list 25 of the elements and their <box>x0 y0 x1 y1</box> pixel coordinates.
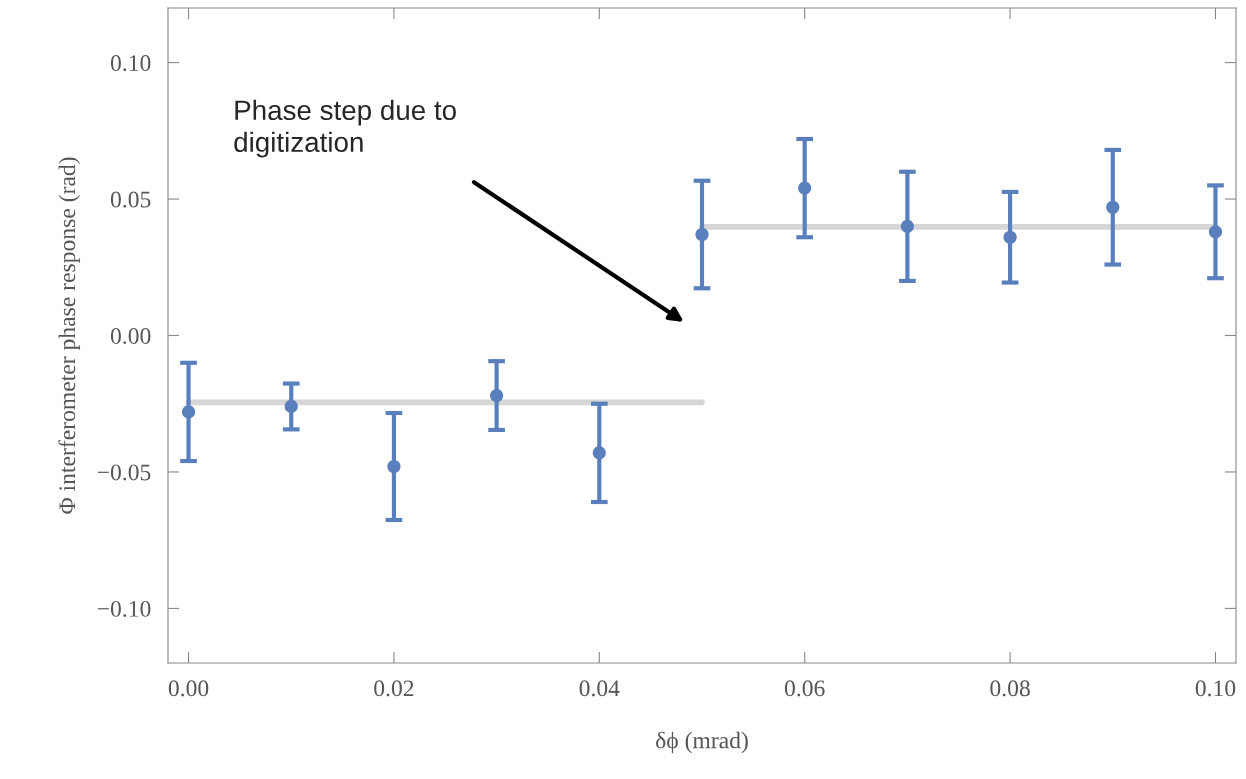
y-axis-title: Φ interferometer phase response (rad) <box>58 157 81 514</box>
x-tick-label: 0.02 <box>374 680 414 697</box>
point <box>284 399 298 414</box>
x-axis-title: δϕ (mrad) <box>656 731 748 754</box>
point <box>900 219 914 233</box>
point <box>1208 225 1223 239</box>
y-tick-label: 0.10 <box>110 55 151 72</box>
x-tick-label: 0.06 <box>784 680 825 697</box>
point <box>798 181 812 195</box>
point <box>490 388 504 403</box>
point <box>181 405 196 419</box>
point <box>695 227 709 242</box>
point <box>592 446 606 460</box>
point <box>1106 200 1120 214</box>
y-tick-label: 0.05 <box>110 191 151 208</box>
point <box>1003 230 1017 244</box>
x-tick-label: 0.08 <box>990 680 1030 697</box>
x-tick-label: 0.00 <box>168 680 209 697</box>
annotation: Phase step due to digitization <box>234 99 456 158</box>
point <box>387 459 401 474</box>
y-tick-label: −0.10 <box>97 600 151 617</box>
y-tick-label: −0.05 <box>97 464 151 481</box>
y-tick-label: 0.00 <box>110 327 151 345</box>
x-tick-label: 0.04 <box>579 680 620 697</box>
x-tick-label: 0.10 <box>1195 680 1236 697</box>
